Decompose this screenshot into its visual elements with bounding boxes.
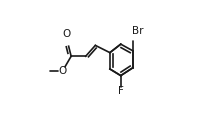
Text: O: O (62, 29, 70, 39)
Text: O: O (59, 66, 67, 76)
Text: Br: Br (132, 26, 144, 36)
Text: F: F (118, 86, 124, 96)
